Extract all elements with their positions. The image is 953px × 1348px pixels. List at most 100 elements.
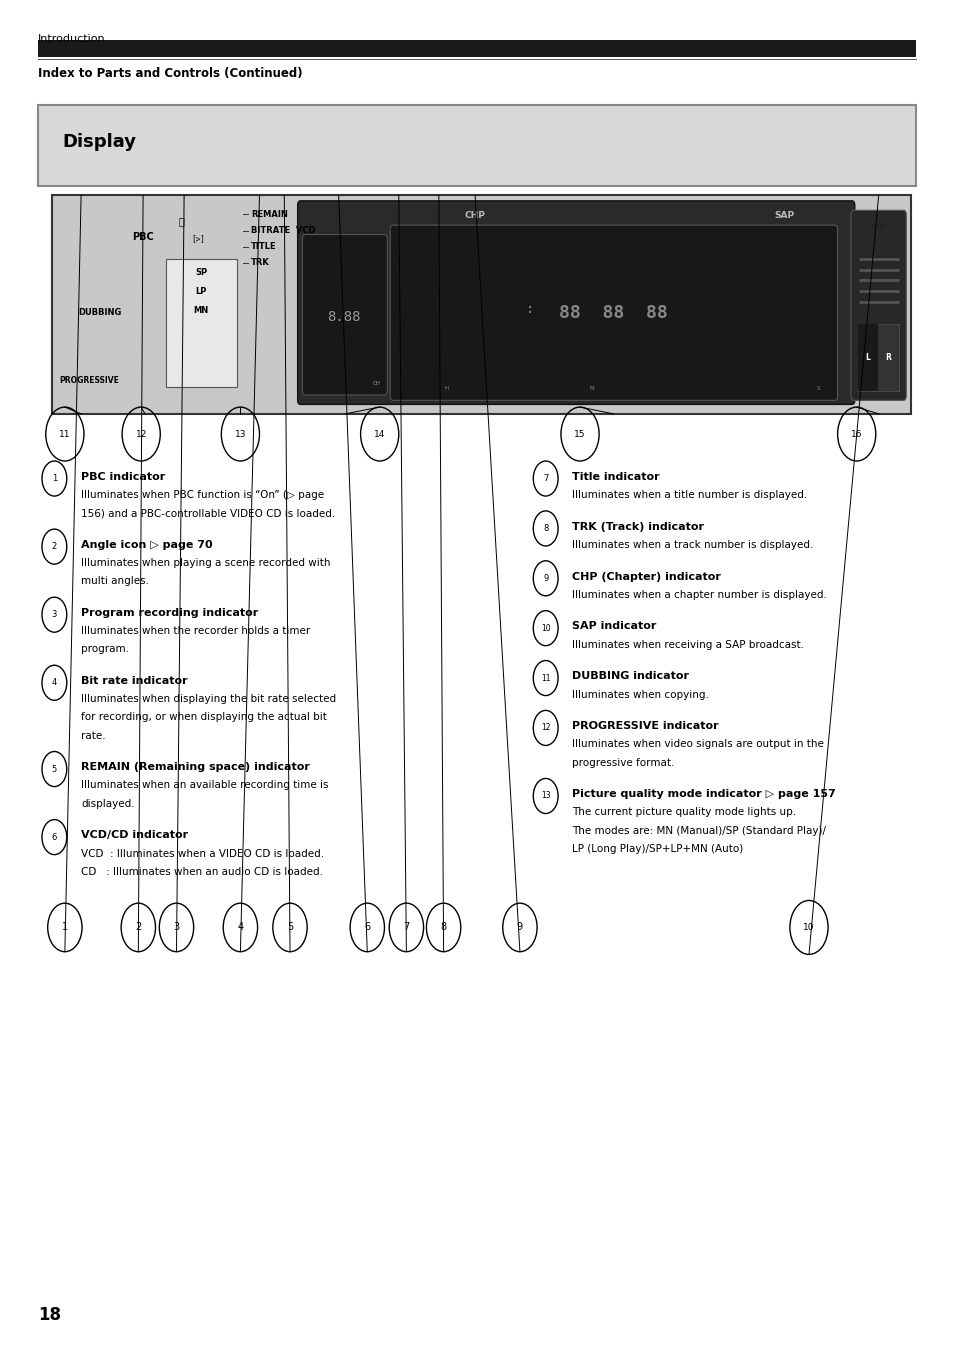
Text: Illuminates when a title number is displayed.: Illuminates when a title number is displ… [572, 489, 807, 500]
Text: M: M [589, 386, 593, 391]
Text: 6: 6 [364, 922, 370, 933]
Text: DUBBING indicator: DUBBING indicator [572, 671, 689, 681]
Text: REMAIN: REMAIN [251, 210, 288, 218]
Text: Index to Parts and Controls (Continued): Index to Parts and Controls (Continued) [38, 67, 302, 81]
Text: Illuminates when a track number is displayed.: Illuminates when a track number is displ… [572, 539, 813, 550]
Text: Illuminates when the recorder holds a timer: Illuminates when the recorder holds a ti… [81, 625, 310, 636]
Text: PROGRESSIVE: PROGRESSIVE [59, 376, 119, 384]
Text: CHP: CHP [464, 212, 485, 220]
Text: 9: 9 [542, 574, 548, 582]
Text: Illuminates when receiving a SAP broadcast.: Illuminates when receiving a SAP broadca… [572, 639, 803, 650]
Text: 9: 9 [517, 922, 522, 933]
Text: 13: 13 [234, 430, 246, 438]
Text: 12: 12 [135, 430, 147, 438]
Text: TRK: TRK [251, 259, 270, 267]
FancyBboxPatch shape [166, 259, 236, 387]
Text: 10: 10 [540, 624, 550, 632]
Text: CH: CH [373, 380, 380, 386]
Text: 7: 7 [403, 922, 409, 933]
Text: L: L [864, 353, 870, 361]
Text: S: S [816, 386, 820, 391]
Text: 8.88: 8.88 [326, 310, 360, 324]
Text: 8: 8 [542, 524, 548, 532]
Text: Illuminates when an available recording time is: Illuminates when an available recording … [81, 780, 328, 790]
Text: Display: Display [62, 132, 136, 151]
Text: DUBBING: DUBBING [78, 309, 121, 317]
Text: program.: program. [81, 644, 129, 654]
Text: The modes are: MN (Manual)/SP (Standard Play)/: The modes are: MN (Manual)/SP (Standard … [572, 825, 825, 836]
Text: TRK (Track) indicator: TRK (Track) indicator [572, 522, 703, 531]
Text: :: : [526, 302, 534, 315]
Text: 11: 11 [59, 430, 71, 438]
Text: ▼▼: ▼▼ [871, 224, 884, 232]
Text: 2: 2 [51, 542, 57, 551]
Text: 3: 3 [51, 611, 57, 619]
FancyBboxPatch shape [857, 324, 898, 391]
Text: 2: 2 [135, 922, 141, 933]
Text: 5: 5 [51, 764, 57, 774]
Text: BITRATE  VCD: BITRATE VCD [251, 226, 315, 235]
Text: 11: 11 [540, 674, 550, 682]
Text: Bit rate indicator: Bit rate indicator [81, 675, 188, 686]
Text: 6: 6 [51, 833, 57, 841]
Text: 14: 14 [374, 430, 385, 438]
Text: for recording, or when displaying the actual bit: for recording, or when displaying the ac… [81, 712, 327, 723]
Text: 10: 10 [802, 923, 814, 931]
FancyBboxPatch shape [38, 40, 915, 57]
Text: SAP indicator: SAP indicator [572, 621, 656, 631]
Text: 1: 1 [51, 474, 57, 483]
Text: PBC indicator: PBC indicator [81, 472, 165, 481]
Text: 1: 1 [62, 922, 68, 933]
Text: TITLE: TITLE [251, 243, 276, 251]
Text: CHP (Chapter) indicator: CHP (Chapter) indicator [572, 572, 720, 581]
Text: 156) and a PBC-controllable VIDEO CD is loaded.: 156) and a PBC-controllable VIDEO CD is … [81, 508, 335, 518]
Text: 16: 16 [850, 430, 862, 438]
Text: 3: 3 [173, 922, 179, 933]
FancyBboxPatch shape [52, 195, 910, 414]
Text: 7: 7 [542, 474, 548, 483]
Text: VCD  : Illuminates when a VIDEO CD is loaded.: VCD : Illuminates when a VIDEO CD is loa… [81, 848, 324, 859]
Text: Introduction: Introduction [38, 34, 106, 43]
Text: VCD/CD indicator: VCD/CD indicator [81, 830, 188, 840]
Text: LP: LP [195, 287, 207, 295]
Text: 15: 15 [574, 430, 585, 438]
Text: Program recording indicator: Program recording indicator [81, 608, 258, 617]
Text: displayed.: displayed. [81, 798, 134, 809]
Text: Illuminates when a chapter number is displayed.: Illuminates when a chapter number is dis… [572, 589, 826, 600]
Text: CD   : Illuminates when an audio CD is loaded.: CD : Illuminates when an audio CD is loa… [81, 867, 323, 876]
Text: 4: 4 [51, 678, 57, 687]
Text: rate.: rate. [81, 731, 106, 740]
Text: Illuminates when PBC function is “On” (▷ page: Illuminates when PBC function is “On” (▷… [81, 489, 324, 500]
Text: Illuminates when displaying the bit rate selected: Illuminates when displaying the bit rate… [81, 694, 335, 704]
Text: H: H [444, 386, 448, 391]
FancyBboxPatch shape [302, 235, 387, 395]
Text: Picture quality mode indicator ▷ page 157: Picture quality mode indicator ▷ page 15… [572, 789, 835, 799]
Text: 88  88  88: 88 88 88 [558, 303, 667, 322]
Text: SAP: SAP [773, 212, 794, 220]
Text: R: R [884, 353, 890, 361]
Text: 5: 5 [287, 922, 293, 933]
Text: [>]: [>] [191, 235, 205, 243]
Text: 13: 13 [540, 791, 550, 801]
Text: Illuminates when video signals are output in the: Illuminates when video signals are outpu… [572, 739, 823, 749]
FancyBboxPatch shape [850, 210, 905, 400]
Text: SP: SP [195, 268, 207, 276]
Text: 4: 4 [237, 922, 243, 933]
Text: Angle icon ▷ page 70: Angle icon ▷ page 70 [81, 539, 213, 550]
Text: LP (Long Play)/SP+LP+MN (Auto): LP (Long Play)/SP+LP+MN (Auto) [572, 844, 743, 853]
Text: The current picture quality mode lights up.: The current picture quality mode lights … [572, 807, 796, 817]
Text: 18: 18 [38, 1306, 61, 1324]
Text: 8: 8 [440, 922, 446, 933]
Text: Title indicator: Title indicator [572, 472, 659, 481]
FancyBboxPatch shape [38, 105, 915, 186]
Text: 12: 12 [540, 724, 550, 732]
FancyBboxPatch shape [297, 201, 854, 404]
Text: REMAIN (Remaining space) indicator: REMAIN (Remaining space) indicator [81, 762, 310, 772]
Text: Illuminates when playing a scene recorded with: Illuminates when playing a scene recorde… [81, 558, 331, 568]
Text: multi angles.: multi angles. [81, 576, 149, 586]
Text: MN: MN [193, 306, 209, 314]
FancyBboxPatch shape [390, 225, 837, 400]
FancyBboxPatch shape [857, 324, 877, 391]
Text: PBC: PBC [132, 232, 153, 243]
Text: Illuminates when copying.: Illuminates when copying. [572, 689, 708, 700]
